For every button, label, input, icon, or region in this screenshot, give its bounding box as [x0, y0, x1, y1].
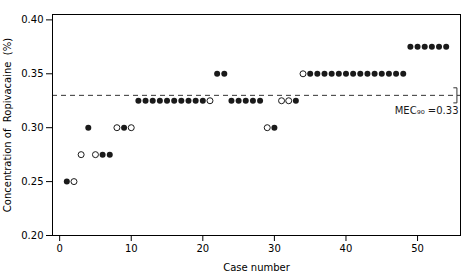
svg-text:0: 0	[56, 243, 62, 254]
svg-text:0.25: 0.25	[21, 176, 43, 187]
svg-text:20: 20	[196, 243, 209, 254]
svg-text:30: 30	[268, 243, 281, 254]
svg-text:50: 50	[411, 243, 424, 254]
svg-text:Case number: Case number	[223, 262, 291, 273]
svg-text:10: 10	[125, 243, 138, 254]
svg-text:40: 40	[340, 243, 353, 254]
svg-text:0.35: 0.35	[21, 68, 43, 79]
svg-text:MEC₉₀ =0.33: MEC₉₀ =0.33	[395, 105, 459, 116]
svg-text:0.40: 0.40	[21, 14, 43, 25]
svg-text:Concentration of Ropivacaine: Concentration of Ropivacaine (%)	[2, 38, 13, 212]
svg-text:0.30: 0.30	[21, 122, 43, 133]
svg-text:0.20: 0.20	[21, 230, 43, 241]
